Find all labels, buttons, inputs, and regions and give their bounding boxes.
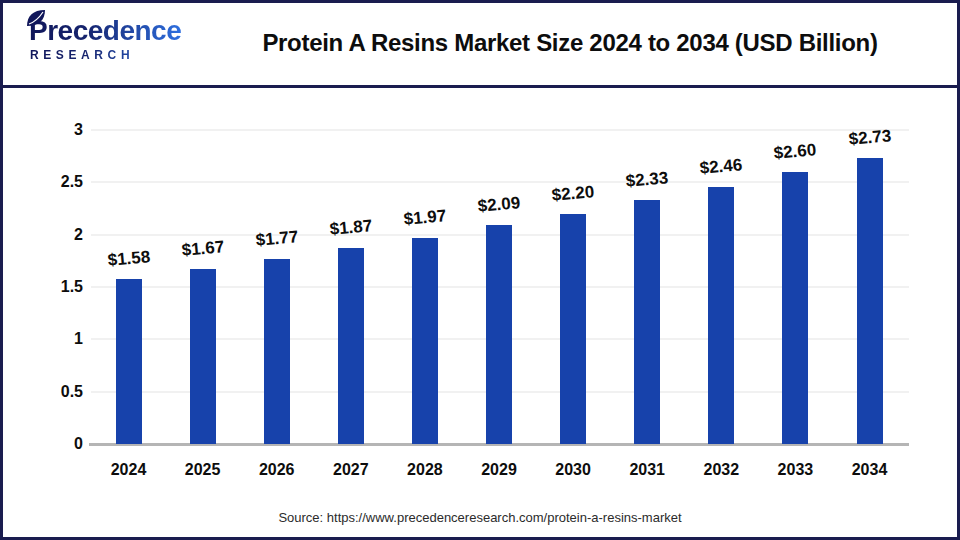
bar-chart: 00.511.522.53$1.582024$1.672025$1.772026… — [3, 88, 957, 508]
gridline — [91, 129, 909, 131]
precedence-research-logo: Precedence RESEARCH — [27, 16, 197, 63]
bar — [190, 269, 216, 444]
chart-frame: Precedence RESEARCH Protein A Resins Mar… — [0, 0, 960, 540]
bar — [412, 238, 438, 444]
bar — [264, 259, 290, 444]
y-axis-tick-label: 0 — [31, 434, 83, 454]
y-axis-tick-label: 0.5 — [31, 382, 83, 402]
x-axis-tick-label: 2026 — [239, 460, 315, 480]
x-axis-tick-label: 2029 — [461, 460, 537, 480]
bar — [708, 187, 734, 444]
y-axis-tick-label: 2.5 — [31, 172, 83, 192]
y-axis-tick-label: 2 — [31, 225, 83, 245]
x-axis-tick-label: 2028 — [387, 460, 463, 480]
x-axis-tick-label: 2032 — [683, 460, 759, 480]
x-axis-tick-label: 2030 — [535, 460, 611, 480]
x-axis-tick-label: 2033 — [757, 460, 833, 480]
bar — [782, 172, 808, 444]
leaf-icon — [26, 9, 46, 27]
bar — [486, 225, 512, 444]
x-axis-tick-label: 2027 — [313, 460, 389, 480]
y-axis-tick-label: 1 — [31, 329, 83, 349]
y-axis-tick-label: 1.5 — [31, 277, 83, 297]
bar — [116, 279, 142, 444]
y-axis-tick-label: 3 — [31, 120, 83, 140]
x-axis-tick-label: 2024 — [91, 460, 167, 480]
source-text: Source: https://www.precedenceresearch.c… — [3, 510, 957, 525]
page-title: Protein A Resins Market Size 2024 to 203… — [198, 3, 942, 82]
bar — [338, 248, 364, 444]
bar — [560, 214, 586, 444]
bar — [634, 200, 660, 444]
header: Precedence RESEARCH Protein A Resins Mar… — [3, 3, 957, 88]
logo-wordmark: Precedence — [27, 16, 197, 46]
logo-subtitle: RESEARCH — [27, 47, 197, 63]
x-axis-tick-label: 2025 — [165, 460, 241, 480]
bar — [857, 158, 883, 444]
x-axis-tick-label: 2031 — [609, 460, 685, 480]
x-axis-tick-label: 2034 — [832, 460, 908, 480]
